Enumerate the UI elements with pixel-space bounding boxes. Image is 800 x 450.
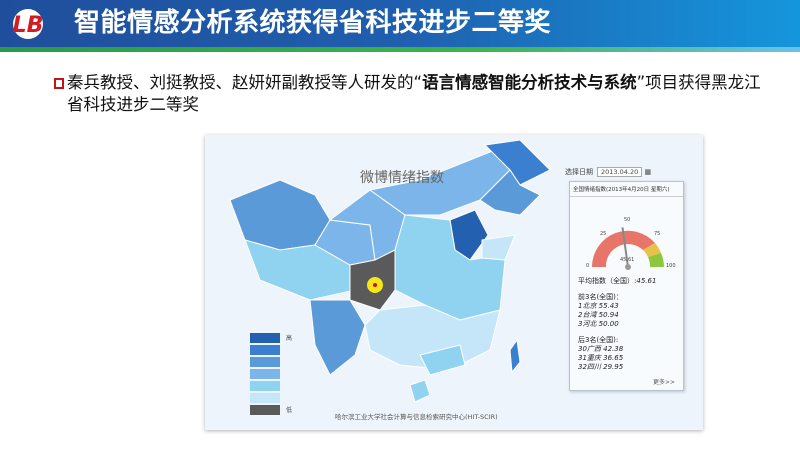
legend-swatch bbox=[250, 381, 280, 391]
region-hainan bbox=[409, 379, 431, 403]
legend-swatch bbox=[250, 393, 280, 403]
region-jilin-liaoning bbox=[479, 169, 541, 216]
region-shandong bbox=[481, 234, 516, 261]
gauge-min: 0 bbox=[586, 263, 590, 269]
region-taiwan bbox=[509, 338, 521, 374]
region-south bbox=[364, 304, 501, 371]
bottom-item: 31重庆 36.65 bbox=[578, 354, 624, 362]
more-link[interactable]: 更多>> bbox=[652, 379, 675, 386]
gauge-50: 50 bbox=[624, 217, 631, 223]
legend-swatch bbox=[250, 369, 280, 379]
map-legend: 高 低 bbox=[250, 333, 292, 417]
region-guangdong bbox=[419, 344, 466, 376]
map-title: 微博情绪指数 bbox=[360, 170, 444, 186]
top-item: 1北京 55.43 bbox=[578, 302, 619, 310]
hit-logo: LB bbox=[13, 9, 44, 39]
legend-high: 高 bbox=[286, 335, 293, 342]
date-label: 选择日期 bbox=[565, 168, 593, 176]
top-item: 2台湾 50.94 bbox=[578, 311, 619, 319]
legend-swatch bbox=[250, 333, 280, 343]
gauge: 0 25 50 75 100 45.61 bbox=[570, 197, 683, 277]
national-index-card: 全国情绪指数(2013年4月20日 星期六) 0 25 50 75 100 45… bbox=[569, 181, 684, 391]
legend-swatch bbox=[250, 357, 280, 367]
date-picker: 选择日期 2013.04.20 ▦ bbox=[565, 167, 651, 177]
legend-swatch bbox=[250, 345, 280, 355]
region-heilongjiang bbox=[483, 140, 551, 186]
china-map bbox=[229, 140, 551, 403]
gauge-25: 25 bbox=[600, 231, 607, 237]
header-stripe bbox=[0, 47, 800, 52]
title-bar bbox=[0, 0, 800, 47]
map-footer: 哈尔滨工业大学社会计算与信息检索研究中心(HIT-SCIR) bbox=[335, 413, 498, 421]
bottom-item: 30广西 42.38 bbox=[578, 345, 624, 353]
slide-title: 智能情感分析系统获得省科技进步二等奖 bbox=[74, 8, 552, 38]
top-item: 3河北 50.00 bbox=[578, 320, 619, 328]
bullet-square-icon bbox=[54, 78, 64, 89]
date-input[interactable]: 2013.04.20 bbox=[597, 167, 643, 177]
region-yunnan bbox=[309, 299, 366, 376]
svg-text:LB: LB bbox=[13, 13, 44, 38]
gauge-max: 100 bbox=[666, 263, 676, 269]
bottom-item: 32四川 29.95 bbox=[578, 363, 624, 371]
bottom-label: 后3名(全国): bbox=[578, 336, 619, 344]
gauge-75: 75 bbox=[654, 231, 661, 237]
calendar-icon[interactable]: ▦ bbox=[644, 168, 652, 176]
bullet-text: 秦兵教授、刘挺教授、赵妍妍副教授等人研发的“语言情感智能分析技术与系统”项目获得… bbox=[67, 73, 761, 114]
top-label: 前3名(全国)： bbox=[578, 293, 623, 301]
emotion-map-panel: 微博情绪指数 高 低 哈尔滨工业大学社会计算与信息检索研究中心(HIT-SCIR… bbox=[205, 135, 703, 430]
card-header: 全国情绪指数(2013年4月20日 星期六) bbox=[570, 182, 683, 197]
gauge-dial bbox=[591, 227, 664, 270]
region-central bbox=[394, 214, 506, 321]
avg-index: 平均指数（全国）:45.61 bbox=[578, 277, 657, 285]
gauge-needle bbox=[621, 227, 629, 268]
legend-low: 低 bbox=[286, 407, 293, 414]
legend-swatch bbox=[250, 405, 280, 415]
gauge-value: 45.61 bbox=[620, 257, 635, 263]
